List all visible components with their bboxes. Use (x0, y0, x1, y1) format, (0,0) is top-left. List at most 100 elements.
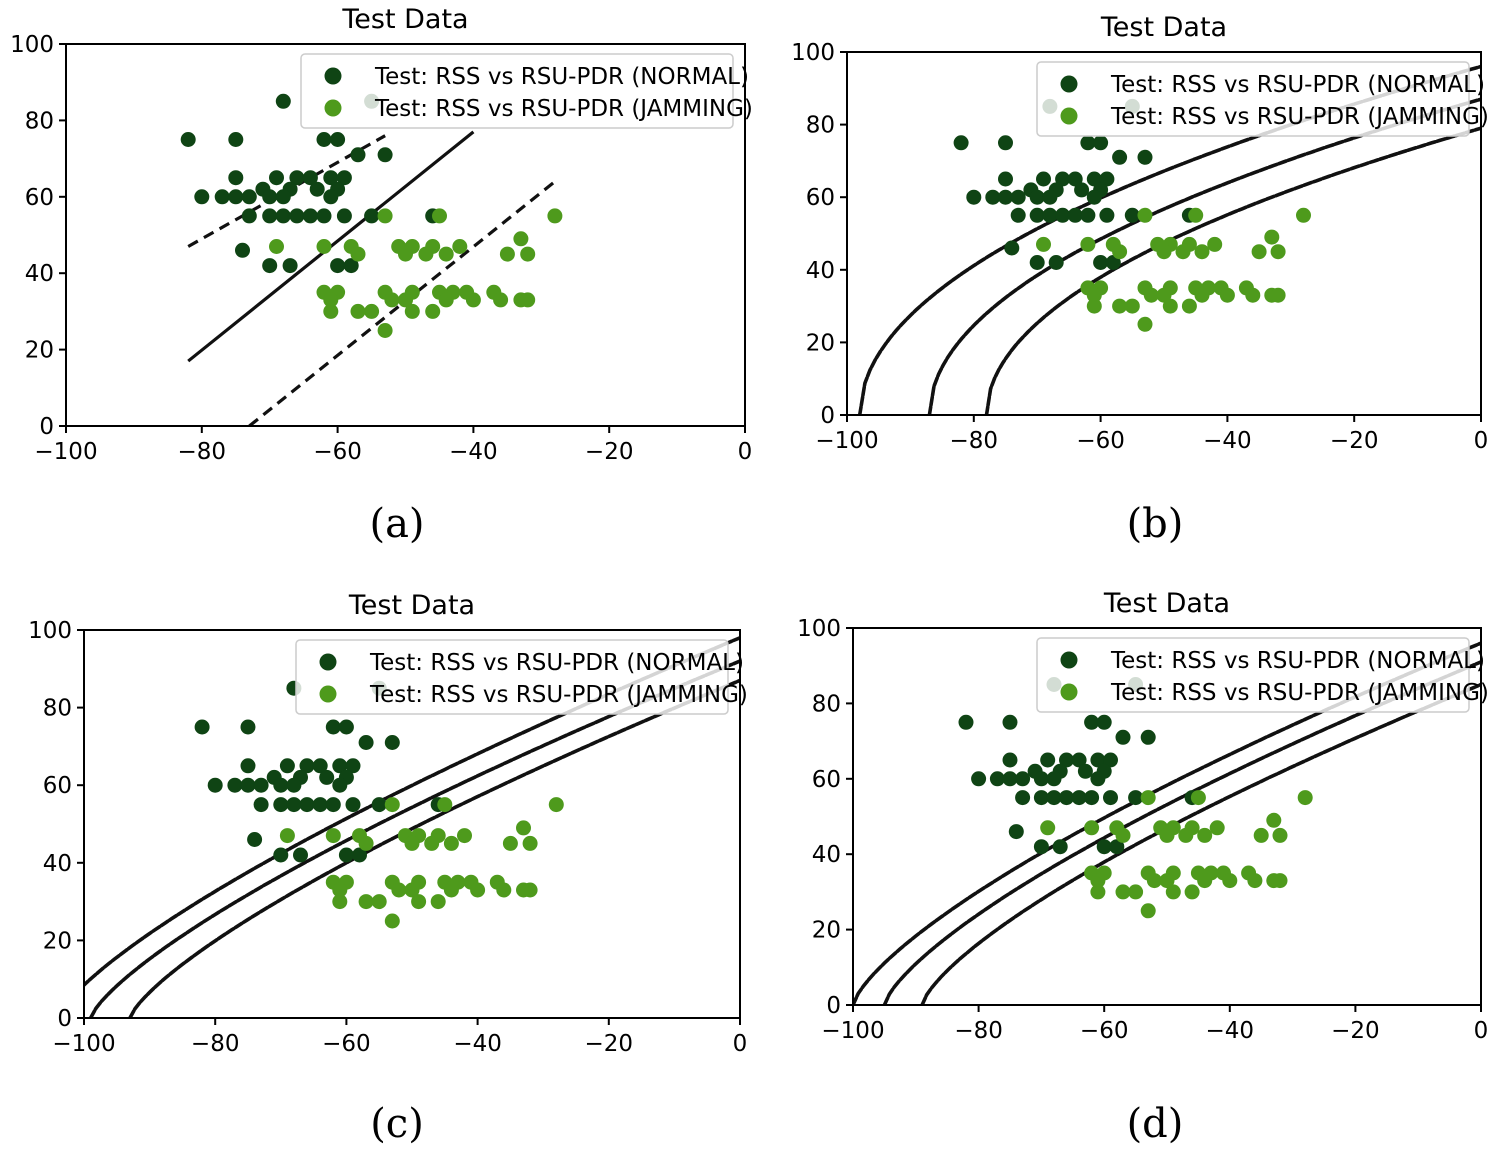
data-point (502, 835, 518, 851)
y-tick-label: 100 (791, 40, 835, 66)
data-point (438, 292, 454, 308)
data-point (1112, 149, 1128, 165)
data-point (253, 797, 269, 813)
data-point (1207, 236, 1223, 252)
data-point (522, 835, 538, 851)
data-point (240, 777, 256, 793)
legend: Test: RSS vs RSU-PDR (NORMAL) Test: RSS v… (295, 639, 748, 715)
legend-box (1036, 61, 1470, 137)
legend-marker (324, 67, 342, 85)
legend: Test: RSS vs RSU-PDR (NORMAL) Test: RSS v… (1036, 61, 1489, 137)
data-point (384, 735, 400, 750)
data-point (1086, 189, 1102, 205)
y-tick-label: 80 (806, 113, 835, 139)
data-point (338, 719, 354, 735)
data-point (312, 797, 328, 813)
y-tick-label: 60 (43, 773, 72, 799)
data-point (262, 258, 278, 274)
data-point (1162, 298, 1178, 314)
plot-frame (852, 627, 1482, 1006)
data-point (299, 797, 315, 813)
data-point (1165, 884, 1181, 900)
data-point (364, 208, 380, 224)
data-point (998, 171, 1013, 187)
data-point (1296, 207, 1311, 223)
data-point (227, 777, 243, 793)
data-point (1190, 790, 1206, 806)
data-point (180, 132, 196, 147)
data-point (299, 758, 315, 774)
data-point (279, 828, 295, 844)
data-point (958, 714, 974, 730)
data-point (1055, 171, 1071, 187)
legend-marker (319, 685, 337, 703)
legend-label: Test: RSS vs RSU-PDR (JAMMING) (1110, 104, 1489, 130)
data-point (1128, 790, 1144, 806)
data-point (1251, 244, 1267, 260)
y-tick-label: 80 (812, 691, 841, 717)
data-point (1245, 287, 1261, 303)
data-point (1264, 229, 1280, 245)
data-point (1052, 839, 1068, 855)
legend-marker (324, 99, 342, 117)
data-point (1219, 287, 1235, 303)
data-point (443, 835, 459, 851)
legend-label: Test: RSS vs RSU-PDR (NORMAL) (1110, 648, 1485, 674)
data-point (1090, 873, 1106, 889)
data-point (1071, 790, 1087, 806)
plot-frame (65, 43, 746, 427)
data-point (262, 189, 278, 205)
x-tick-label: −20 (585, 1031, 634, 1057)
data-point (289, 208, 305, 224)
data-point (1103, 790, 1118, 806)
data-point (1080, 207, 1096, 223)
y-tick-label: 20 (25, 338, 54, 364)
data-point (228, 189, 244, 205)
data-point (323, 292, 339, 308)
data-point (1086, 171, 1102, 187)
legend-label: Test: RSS vs RSU-PDR (JAMMING) (374, 96, 753, 122)
y-tick-label: 60 (25, 185, 54, 211)
data-point (1140, 790, 1156, 806)
data-point (371, 797, 387, 813)
series-jamming (269, 208, 563, 338)
x-tick-label: −80 (950, 428, 999, 454)
data-point (1008, 824, 1024, 840)
data-point (1184, 884, 1200, 900)
data-point (286, 777, 302, 793)
y-tick-label: 100 (10, 32, 54, 58)
data-point (398, 292, 413, 308)
data-point (1115, 729, 1131, 745)
data-point (1042, 207, 1058, 223)
data-point (1247, 873, 1263, 889)
series-normal (194, 680, 446, 863)
data-point (1077, 763, 1093, 779)
legend-box (300, 53, 734, 129)
data-point (194, 719, 210, 735)
data-point (470, 882, 486, 898)
x-tick-label: −40 (1206, 1018, 1255, 1044)
data-point (1015, 771, 1031, 787)
data-point (240, 719, 256, 735)
data-point (377, 323, 393, 338)
data-point (1124, 298, 1140, 314)
legend-marker (1060, 75, 1078, 93)
data-point (1033, 839, 1049, 855)
panel-label: (c) (370, 1101, 424, 1147)
data-point (404, 882, 420, 898)
data-point (273, 777, 289, 793)
data-point (1266, 812, 1282, 828)
data-point (1002, 752, 1018, 768)
x-tick-label: −20 (585, 439, 634, 465)
data-point (352, 847, 367, 863)
x-tick-label: −60 (1080, 1018, 1129, 1044)
data-point (424, 835, 440, 851)
chart-panel-4: Test Data −100 −80 −60 −40 −20 0 0 20 40 60 80 100 Te… (797, 588, 1489, 1044)
x-tick-label: −60 (1076, 428, 1125, 454)
data-point (323, 303, 339, 319)
data-point (953, 135, 969, 151)
data-point (302, 208, 318, 224)
data-point (1146, 873, 1162, 889)
data-point (411, 894, 427, 910)
x-tick-label: 0 (733, 1031, 748, 1057)
